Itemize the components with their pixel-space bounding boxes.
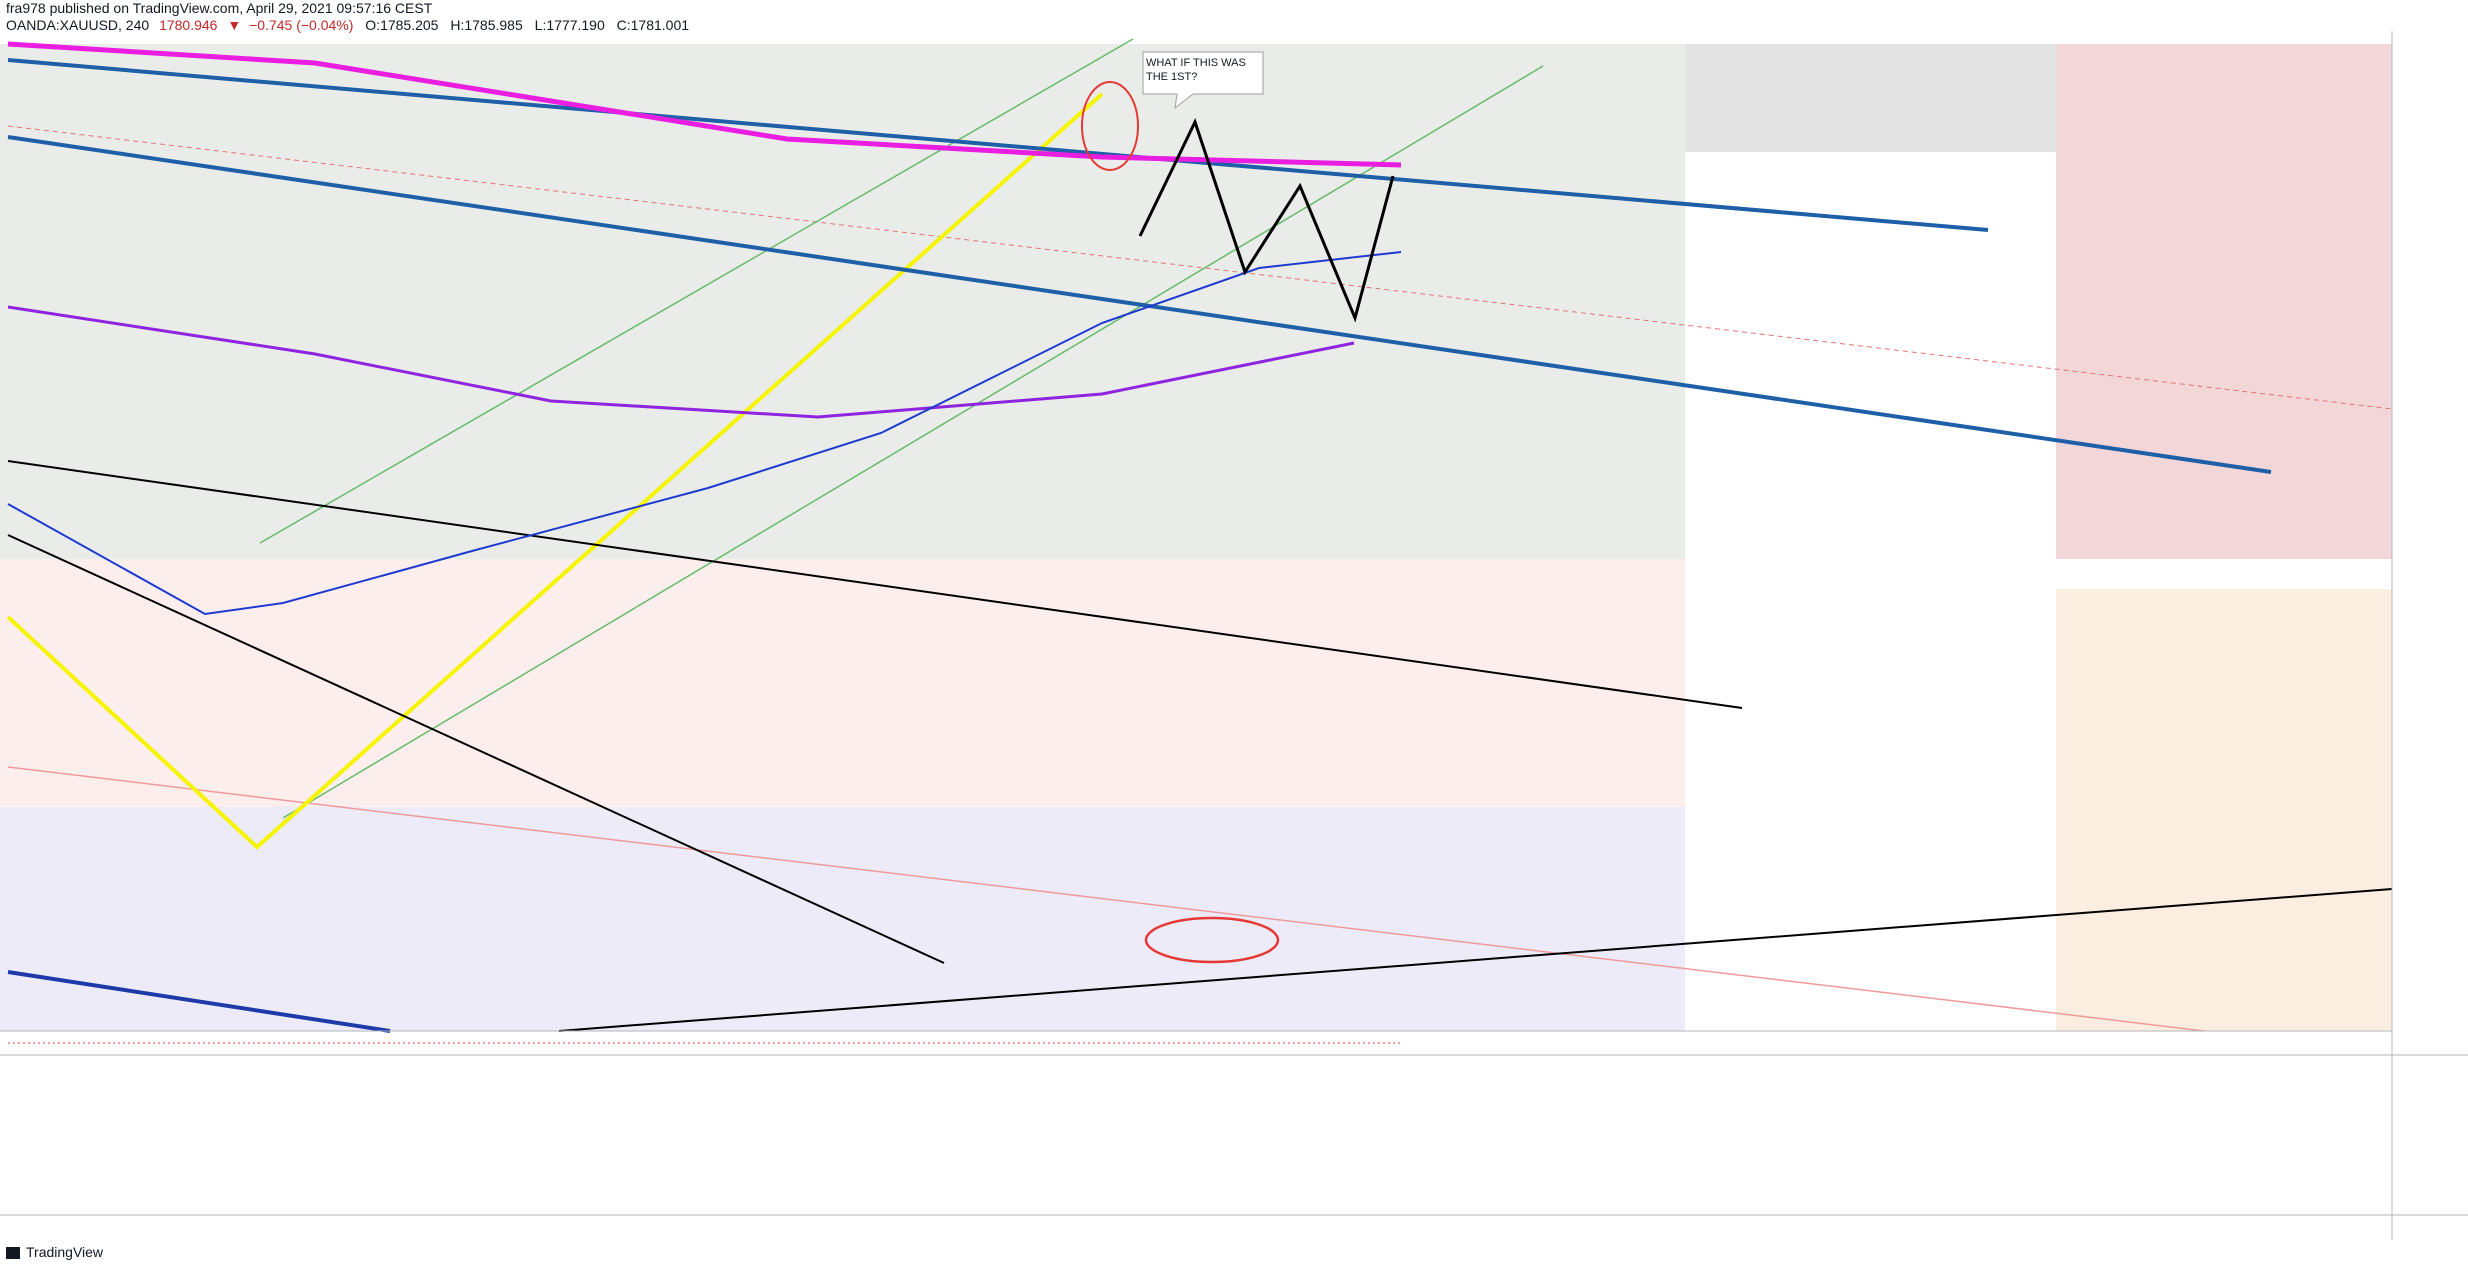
- zone: [0, 807, 1685, 1031]
- brand: TradingView: [26, 1244, 104, 1260]
- publish-line: fra978 published on TradingView.com, Apr…: [6, 0, 433, 16]
- symbol: OANDA:XAUUSD, 240: [6, 17, 149, 33]
- trend-line: [7, 135, 2272, 474]
- trend-line: [7, 460, 1743, 709]
- trend-line: [7, 766, 2205, 1032]
- channel-line: [259, 38, 1134, 544]
- callout: WHAT IF THIS WAS THE 1ST?: [1142, 51, 1264, 110]
- trend-line: [7, 970, 391, 1033]
- zone: [2056, 589, 2392, 1031]
- trend-line: [558, 888, 2393, 1032]
- arrow: ▼: [227, 17, 241, 33]
- moving-average: [7, 41, 1402, 168]
- harmonic-pattern: [1138, 118, 1395, 323]
- symbol-line: OANDA:XAUUSD, 240 1780.946 ▼ −0.745 (−0.…: [6, 17, 689, 33]
- channel-line: [282, 65, 1544, 819]
- close: C:1781.001: [617, 17, 690, 33]
- callout-box: [1142, 51, 1264, 110]
- trend-line: [7, 534, 945, 964]
- trend-line: [7, 125, 2393, 410]
- change: −0.745 (−0.04%): [249, 17, 353, 33]
- highlight-ellipse: [1144, 916, 1280, 964]
- zone: [0, 559, 1685, 807]
- callout-text-box: WHAT IF THIS WAS THE 1ST?: [1146, 57, 1246, 83]
- zone: [1685, 44, 2056, 152]
- drawings: [6, 38, 2393, 1033]
- zones: [0, 44, 2392, 1031]
- zone: [2056, 44, 2392, 559]
- price: 1780.946: [159, 17, 218, 33]
- high: H:1785.985: [450, 17, 523, 33]
- low: L:1777.190: [535, 17, 605, 33]
- logo-mark: [6, 1247, 20, 1259]
- zone: [0, 44, 1685, 559]
- open: O:1785.205: [365, 17, 438, 33]
- moving-average: [7, 251, 1402, 616]
- trend-line: [7, 58, 1989, 232]
- moving-average: [7, 305, 1355, 419]
- highlight-ellipse: [1081, 81, 1139, 171]
- yellow-line: [6, 92, 1104, 850]
- callout-text: WHAT IF THIS WAS THE 1ST?: [1146, 57, 1246, 83]
- price-axis-bg: [2392, 31, 2468, 1215]
